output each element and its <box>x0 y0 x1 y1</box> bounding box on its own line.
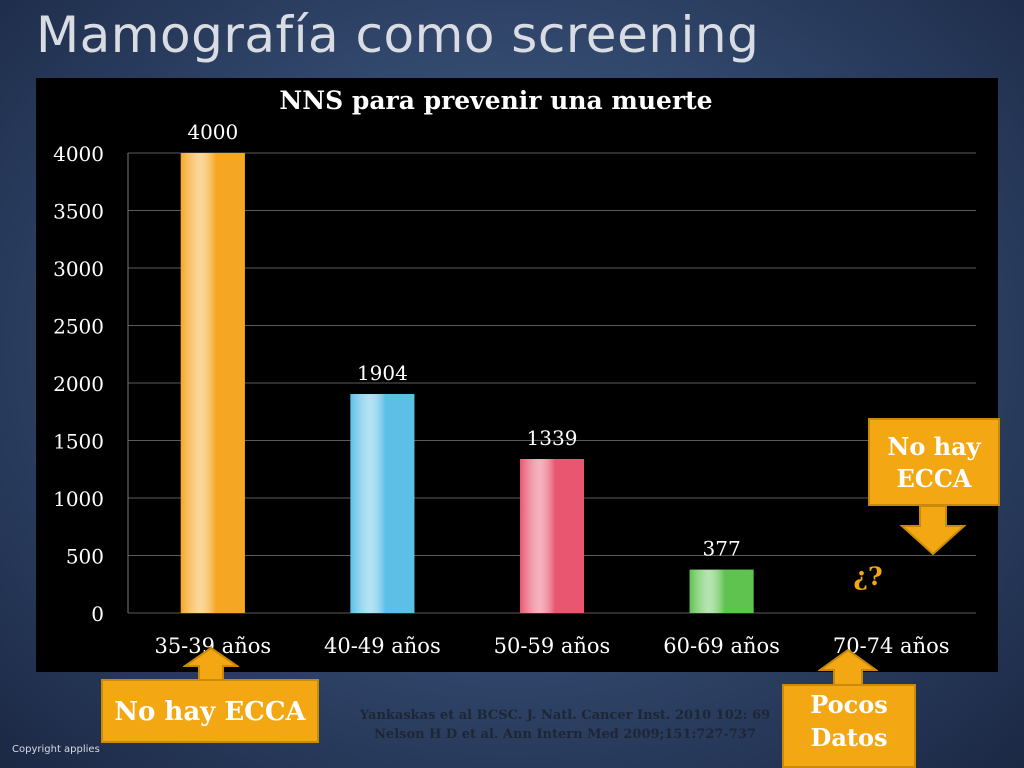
callout-right-line1: No hay <box>887 432 981 461</box>
slide-title: Mamografía como screening <box>36 6 760 64</box>
pocos-datos-callout: Pocos Datos <box>782 684 916 768</box>
y-tick-label: 0 <box>91 602 104 626</box>
y-tick-label: 4000 <box>53 142 104 166</box>
bar-highlight <box>689 569 754 613</box>
citation-line-1: Yankaskas et al BCSC. J. Natl. Cancer In… <box>359 708 771 723</box>
callout-left-label: No hay ECCA <box>114 697 306 727</box>
bar-highlight <box>350 394 415 613</box>
bar-chart: NNS para prevenir una muerte 0 500 1000 150… <box>53 86 976 658</box>
question-mark-label: ¿? <box>853 562 882 591</box>
citation: Yankaskas et al BCSC. J. Natl. Cancer In… <box>330 706 800 744</box>
up-arrow-icon <box>183 646 239 681</box>
bar-highlight <box>520 459 584 613</box>
chart-title: NNS para prevenir una muerte <box>279 86 712 115</box>
y-tick-label: 1500 <box>53 430 104 454</box>
bar-data-label: 1339 <box>527 426 578 450</box>
y-tick-label: 3500 <box>53 200 104 224</box>
copyright-notice: Copyright applies <box>12 744 100 755</box>
x-tick-label: 60-69 años <box>663 634 780 658</box>
callout-bottom-line1: Pocos <box>810 690 888 719</box>
callout-bottom-line2: Datos <box>810 723 888 752</box>
bar-data-label: 1904 <box>357 361 408 385</box>
y-tick-label: 2000 <box>53 372 104 396</box>
x-tick-label: 50-59 años <box>494 634 611 658</box>
bar-data-label: 377 <box>703 537 741 561</box>
chart-panel: NNS para prevenir una muerte 0 500 1000 150… <box>36 78 998 672</box>
citation-line-2: Nelson H D et al. Ann Intern Med 2009;15… <box>374 727 756 742</box>
y-tick-label: 500 <box>66 545 104 569</box>
bar-data-label: 4000 <box>187 120 238 144</box>
no-ecca-callout-left: No hay ECCA <box>101 679 319 743</box>
y-tick-label: 2500 <box>53 315 104 339</box>
bar-highlight <box>180 153 245 613</box>
x-tick-label: 40-49 años <box>324 634 441 658</box>
y-tick-label: 3000 <box>53 257 104 281</box>
no-ecca-callout-right: No hay ECCA <box>868 418 1000 506</box>
down-arrow-icon <box>899 505 967 556</box>
callout-right-line2: ECCA <box>896 464 972 493</box>
up-arrow-icon <box>818 648 878 687</box>
y-tick-label: 1000 <box>53 487 104 511</box>
